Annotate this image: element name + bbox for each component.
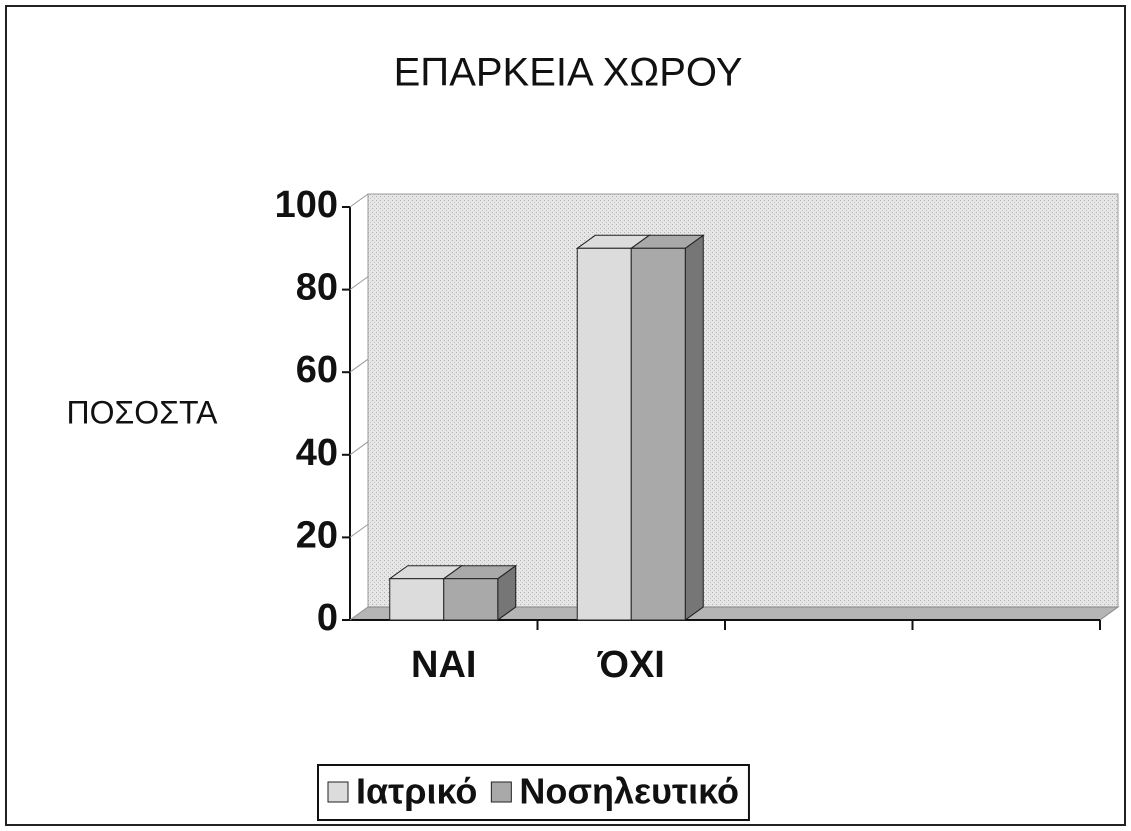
x-tick-label: ΌΧΙ: [597, 644, 665, 686]
grid-line: [349, 193, 369, 208]
back-wall: [367, 193, 1119, 608]
legend-label: Νοσηλευτικό: [519, 771, 739, 812]
y-tick-label: 80: [296, 267, 338, 309]
bar: [576, 247, 632, 621]
grid-line: [349, 606, 369, 621]
legend-box: [317, 764, 750, 821]
y-tick-label: 0: [317, 597, 338, 639]
bar-side: [684, 234, 704, 621]
x-tick-label: ΝΑΙ: [411, 644, 476, 686]
y-tick-label: 60: [296, 349, 338, 391]
grid-line: [349, 358, 369, 373]
bar: [630, 247, 686, 621]
grid-line: [349, 441, 369, 456]
bar: [443, 578, 499, 621]
grid-line: [349, 523, 369, 538]
y-axis-label: ΠΟΣΟΣΤΑ: [67, 394, 219, 430]
plot-area: 0 20 40 60 80 100 ΝΑΙ ΌΧΙ: [275, 184, 1120, 686]
legend-swatch: [490, 781, 512, 803]
legend-label: Ιατρικό: [356, 771, 477, 812]
y-tick-label: 100: [275, 184, 338, 226]
y-tick-label: 40: [296, 432, 338, 474]
bar: [389, 578, 445, 621]
grid-line: [349, 276, 369, 291]
chart-title: ΕΠΑΡΚΕΙΑ ΧΩΡΟΥ: [394, 51, 743, 95]
legend: Ιατρικό Νοσηλευτικό: [317, 764, 750, 821]
y-tick-label: 20: [296, 514, 338, 556]
legend-swatch: [327, 781, 349, 803]
